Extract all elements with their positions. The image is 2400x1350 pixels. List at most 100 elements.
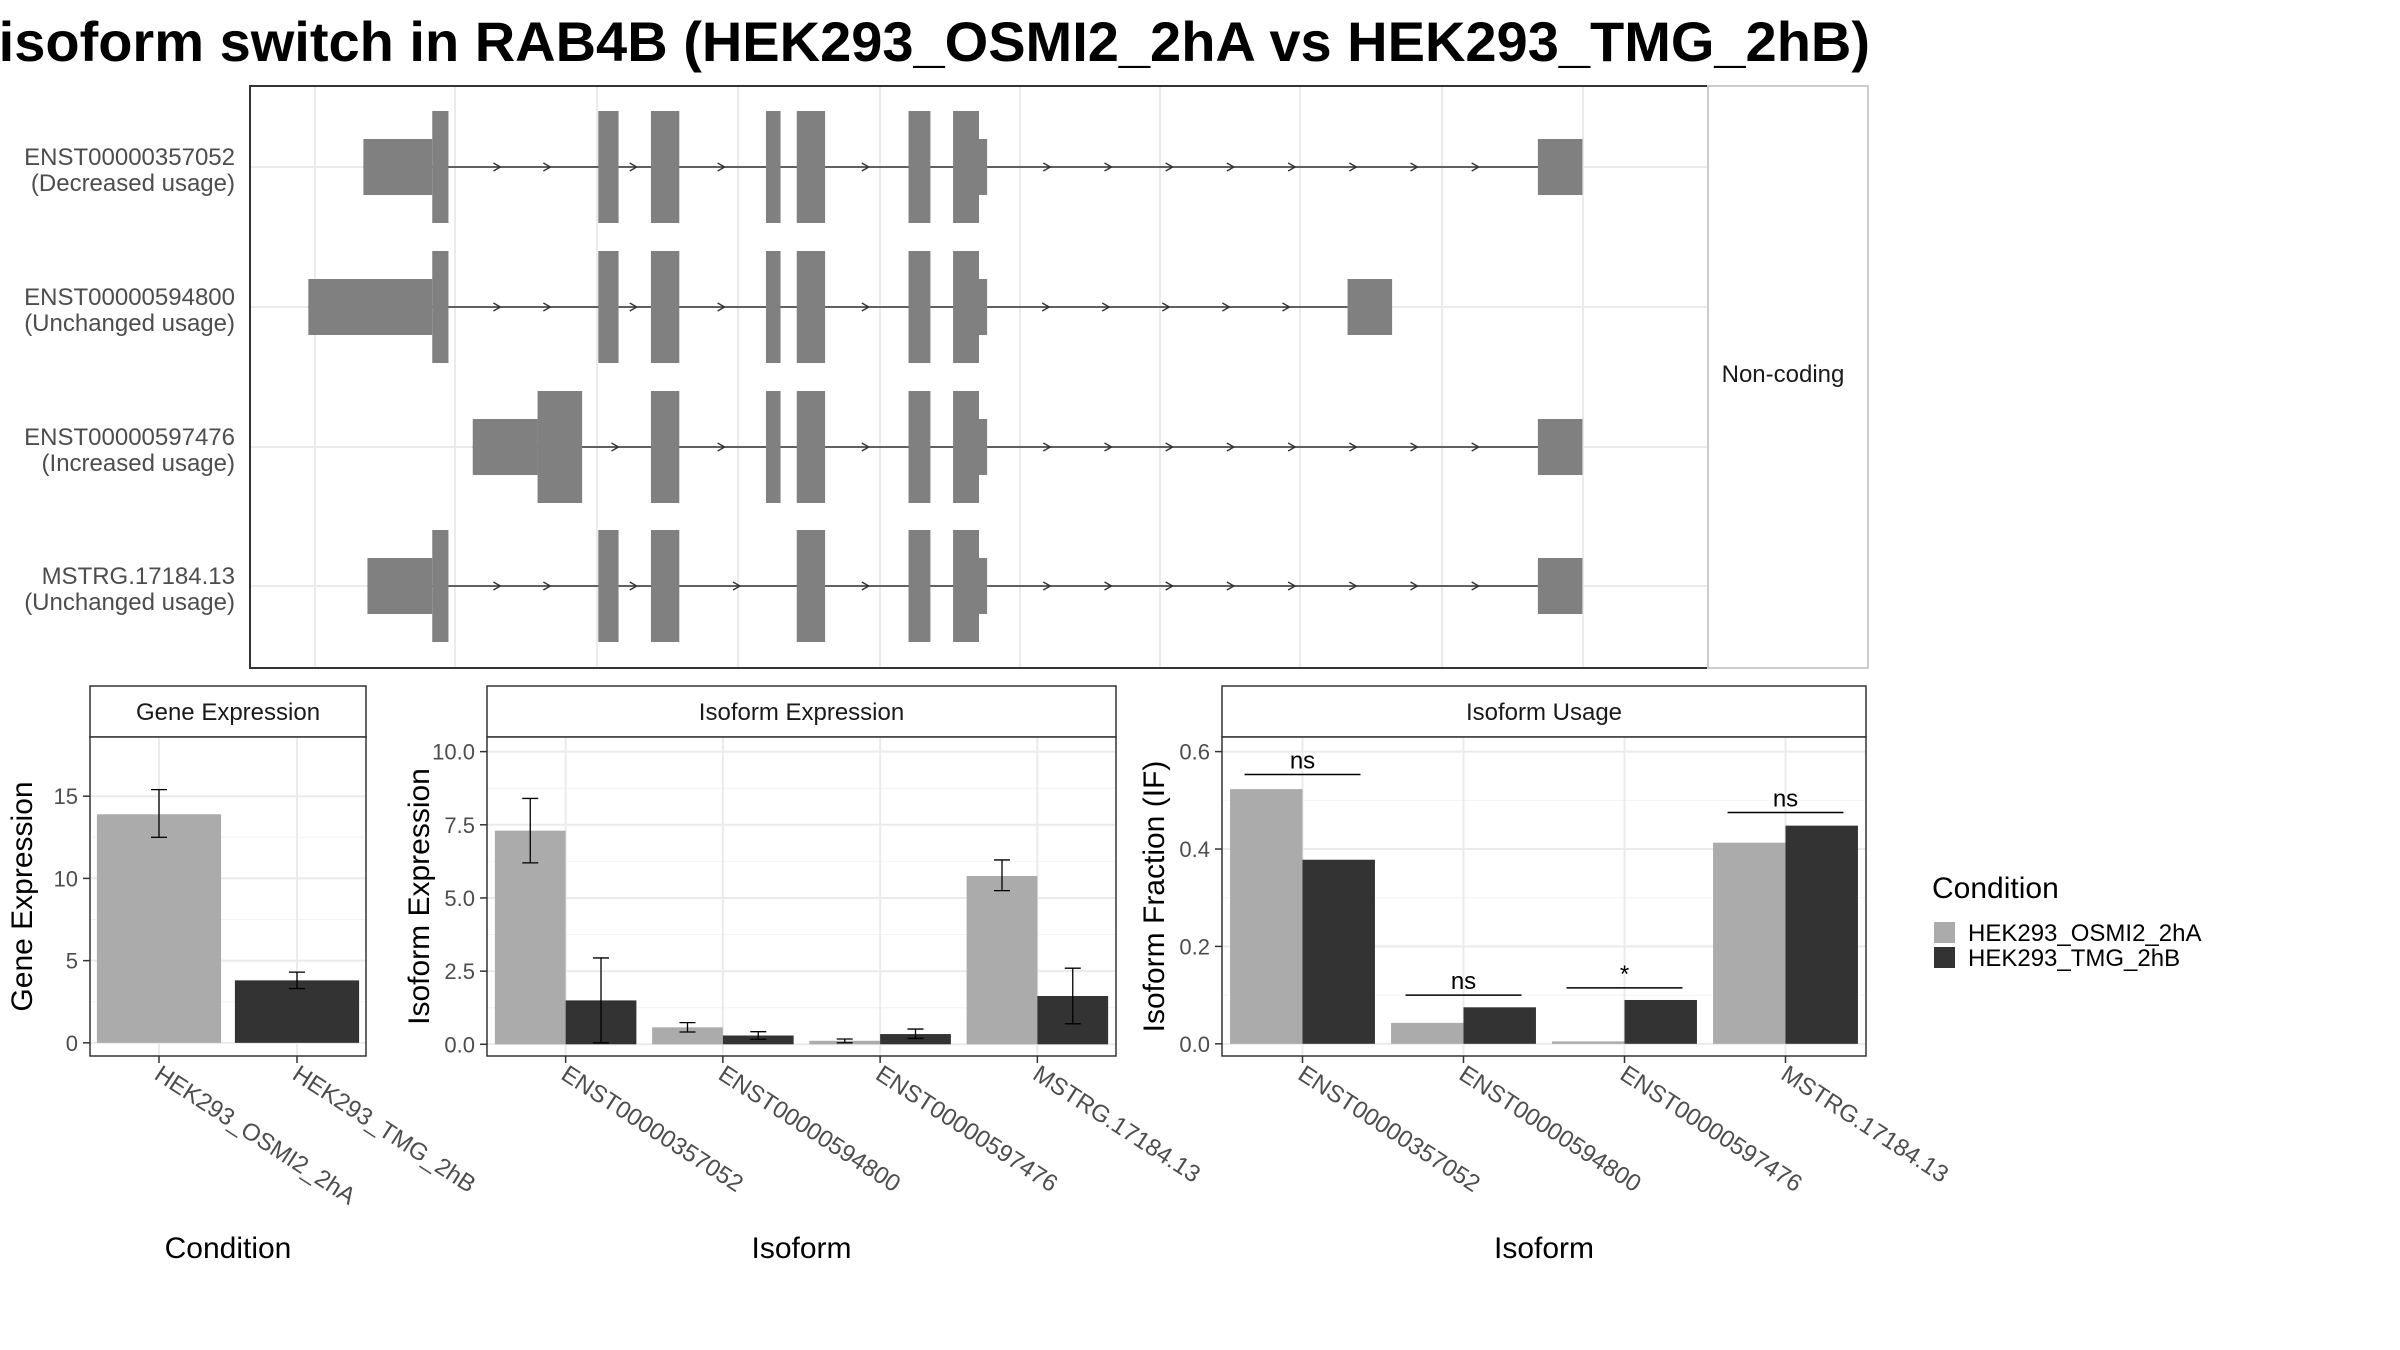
bar xyxy=(1230,789,1303,1044)
exon xyxy=(765,251,781,363)
intron-arrow xyxy=(717,162,727,172)
intron-arrow xyxy=(1348,162,1358,172)
intron-arrow xyxy=(543,162,552,172)
intron-arrow xyxy=(1348,581,1358,591)
intron-arrow xyxy=(861,581,871,591)
intron-arrow xyxy=(493,581,502,591)
y-tick-label: 0 xyxy=(66,1031,78,1056)
exon xyxy=(1347,279,1393,335)
bar xyxy=(1713,842,1786,1044)
y-axis-title: Isoform Expression xyxy=(403,768,436,1025)
intron-arrow xyxy=(1104,442,1113,452)
y-tick-label: 10 xyxy=(54,866,78,891)
isoform-usage-label: (Unchanged usage) xyxy=(24,310,235,337)
intron-arrow xyxy=(629,302,639,312)
intron-arrow xyxy=(493,302,502,312)
significance-label: ns xyxy=(1451,968,1476,995)
isoform-label: ENST00000594800 xyxy=(24,284,235,311)
structure-facet-strip xyxy=(1707,85,1869,669)
intron-arrow xyxy=(1042,581,1052,591)
exon xyxy=(1537,139,1583,195)
intron-arrow xyxy=(1042,442,1052,452)
legend-key-b xyxy=(1934,947,1955,968)
exon xyxy=(953,111,979,223)
intron-arrow xyxy=(1104,581,1113,591)
y-tick-label: 0.6 xyxy=(1179,740,1210,765)
intron-arrow xyxy=(1471,162,1481,172)
y-axis-title: Gene Expression xyxy=(6,781,39,1011)
exon xyxy=(598,111,619,223)
exon xyxy=(979,139,988,195)
bar xyxy=(1463,1007,1536,1044)
intron-arrow xyxy=(1165,162,1175,172)
isoform-label: ENST00000357052 xyxy=(24,144,235,171)
intron-arrow xyxy=(861,302,871,312)
bar xyxy=(1624,999,1697,1044)
intron-arrow xyxy=(1410,581,1419,591)
panel-strip xyxy=(89,685,367,738)
legend-entry-b: HEK293_TMG_2hB xyxy=(1968,945,2180,972)
intron-arrow xyxy=(543,302,552,312)
isoform-usage-label: (Increased usage) xyxy=(42,450,235,477)
intron-arrow xyxy=(1042,162,1052,172)
y-tick-label: 0.2 xyxy=(1179,934,1210,959)
intron-arrow xyxy=(717,302,727,312)
intron-arrow xyxy=(1226,162,1236,172)
exon xyxy=(650,251,680,363)
intron-arrow xyxy=(1410,442,1419,452)
significance-label: * xyxy=(1620,961,1629,988)
intron-arrow xyxy=(717,442,727,452)
exon xyxy=(979,558,988,614)
bar xyxy=(234,980,360,1043)
intron-arrow xyxy=(493,162,502,172)
exon xyxy=(979,279,988,335)
exon xyxy=(796,111,826,223)
exon xyxy=(765,111,781,223)
y-tick-label: 5.0 xyxy=(444,886,475,911)
intron-arrow xyxy=(1287,162,1297,172)
exon xyxy=(953,530,979,642)
x-tick-label: MSTRG.17184.13 xyxy=(1776,1060,1953,1188)
y-axis-title: Isoform Fraction (IF) xyxy=(1138,761,1171,1033)
exon xyxy=(908,530,931,642)
intron-arrow xyxy=(1226,442,1236,452)
exon xyxy=(650,530,680,642)
exon xyxy=(908,111,931,223)
exon xyxy=(308,279,433,335)
y-tick-label: 0.0 xyxy=(444,1032,475,1057)
bar-panel-2: Isoform Expression0.02.55.07.510.0ENST00… xyxy=(403,685,1205,1265)
exon xyxy=(1537,419,1583,475)
intron-arrow xyxy=(1287,581,1297,591)
exon xyxy=(650,391,680,503)
intron-arrow xyxy=(1161,302,1171,312)
exon xyxy=(367,558,433,614)
significance-label: ns xyxy=(1290,748,1315,775)
intron-arrow xyxy=(1410,162,1419,172)
bar-panels: Gene Expression051015HEK293_OSMI2_2hAHEK… xyxy=(6,685,1953,1265)
intron-arrow xyxy=(1104,162,1113,172)
intron-arrow xyxy=(1226,581,1236,591)
intron-arrow xyxy=(1165,581,1175,591)
legend-title: Condition xyxy=(1932,872,2059,905)
chart-title-text: The isoform switch in RAB4B (HEK293_OSMI… xyxy=(0,10,1870,73)
y-tick-label: 15 xyxy=(54,784,78,809)
exon xyxy=(598,530,619,642)
significance-label: ns xyxy=(1773,785,1798,812)
intron-arrow xyxy=(1471,442,1481,452)
transcript-structure-panel: Non-coding ENST00000357052(Decreased usag… xyxy=(24,85,1869,669)
intron-arrow xyxy=(1101,302,1111,312)
panel-title: Isoform Usage xyxy=(1466,699,1622,726)
panel-border xyxy=(486,736,1117,1057)
isoform-label: MSTRG.17184.13 xyxy=(42,563,235,590)
intron-arrow xyxy=(1348,442,1358,452)
exon xyxy=(363,139,433,195)
legend-key-a xyxy=(1934,922,1955,943)
exon xyxy=(953,251,979,363)
x-axis-title: Isoform xyxy=(1494,1232,1594,1265)
intron-arrow xyxy=(1471,581,1481,591)
exon xyxy=(796,251,826,363)
intron-arrow xyxy=(1287,442,1297,452)
intron-arrow xyxy=(543,581,552,591)
intron-arrow xyxy=(1282,302,1291,312)
